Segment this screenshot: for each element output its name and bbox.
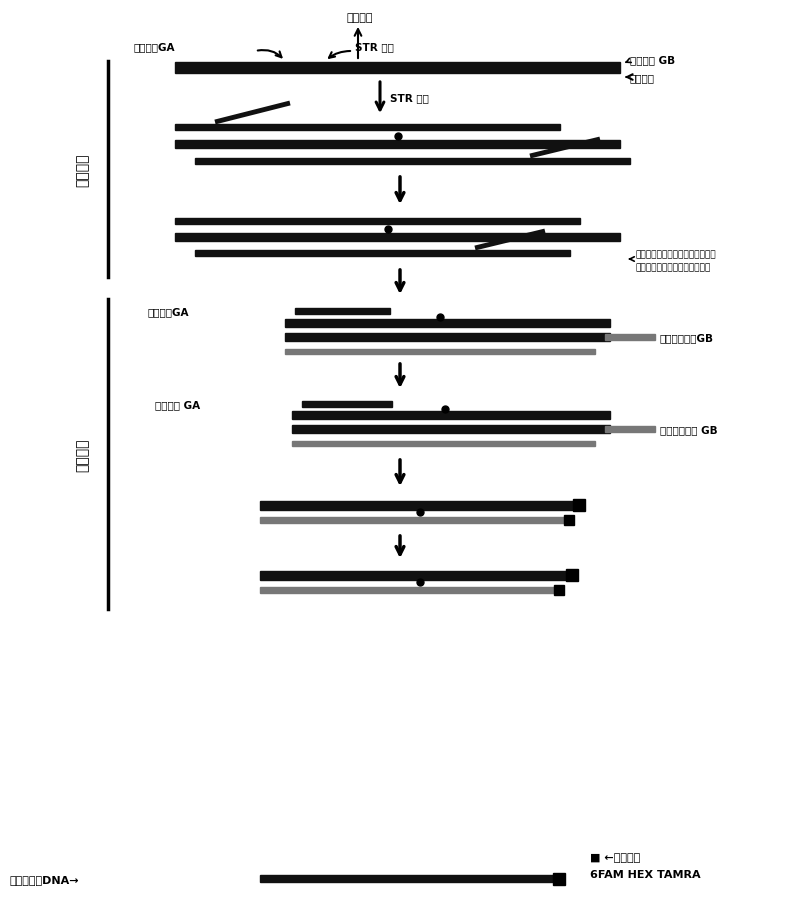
Bar <box>302 402 392 407</box>
Bar <box>175 63 620 74</box>
Text: 公共引物GA: 公共引物GA <box>134 42 175 52</box>
Bar <box>292 441 595 446</box>
Text: 加尾引物: 加尾引物 <box>346 13 374 23</box>
Text: 公共引集 GB: 公共引集 GB <box>630 55 675 65</box>
Text: 荧光公共引物GB: 荧光公共引物GB <box>660 333 714 343</box>
Text: STR 引物: STR 引物 <box>355 42 394 52</box>
Text: 含有目标基因片段对照测序与公共: 含有目标基因片段对照测序与公共 <box>635 251 716 260</box>
Bar <box>605 334 655 341</box>
Bar <box>260 875 555 883</box>
Bar <box>285 349 595 354</box>
Bar <box>285 333 610 342</box>
Text: 公共引物 GA: 公共引物 GA <box>155 400 200 410</box>
Bar <box>260 517 565 524</box>
Bar <box>175 141 620 148</box>
Bar <box>260 501 575 510</box>
Text: 6FAM HEX TAMRA: 6FAM HEX TAMRA <box>590 869 701 879</box>
Bar <box>292 412 610 420</box>
Text: 检测前单链DNA→: 检测前单链DNA→ <box>10 874 80 884</box>
Bar <box>195 251 570 257</box>
Bar <box>260 571 568 580</box>
Text: 公共引物GA: 公共引物GA <box>148 307 190 317</box>
Text: ■ ←荧光分子: ■ ←荧光分子 <box>590 852 640 862</box>
Text: 第二阶段: 第二阶段 <box>75 438 89 471</box>
Bar <box>175 234 620 241</box>
Bar <box>292 425 610 434</box>
Bar <box>175 219 580 225</box>
Text: 荧光公共引物 GB: 荧光公共引物 GB <box>660 425 718 435</box>
Text: 引物配对的嵌入克隆基因组片段: 引物配对的嵌入克隆基因组片段 <box>635 263 710 272</box>
Text: 加尾引物: 加尾引物 <box>630 73 655 83</box>
Bar <box>285 320 610 328</box>
Bar <box>260 588 555 593</box>
Bar <box>195 159 630 165</box>
Text: STR 引物: STR 引物 <box>390 93 429 103</box>
Bar <box>605 426 655 433</box>
Bar <box>175 125 560 131</box>
Bar <box>295 309 390 314</box>
Text: 第一阶段: 第一阶段 <box>75 153 89 187</box>
